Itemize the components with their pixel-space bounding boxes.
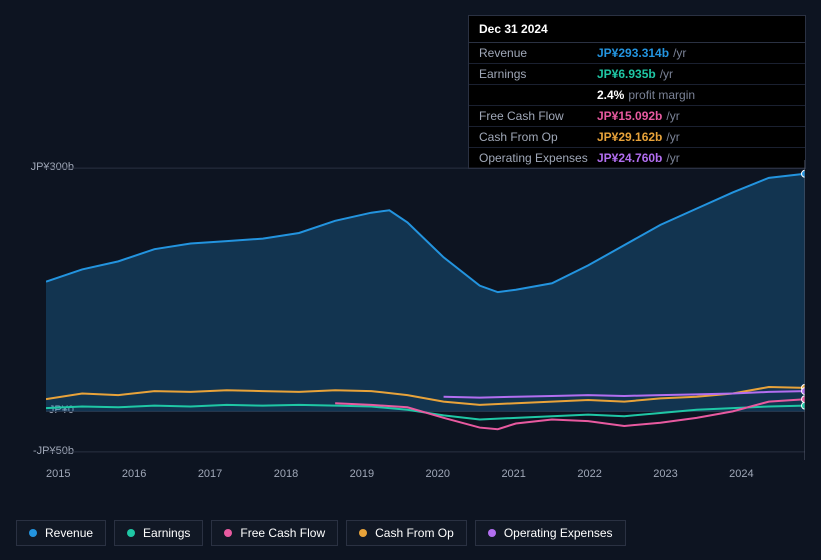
x-axis-label: 2017 [198, 468, 274, 480]
legend-dot-icon [29, 529, 37, 537]
tooltip-metric-value: JP¥293.314b [597, 46, 669, 60]
tooltip-metric-value: 2.4% [597, 88, 624, 102]
tooltip-row: Cash From OpJP¥29.162b/yr [469, 127, 805, 148]
x-axis-label: 2022 [577, 468, 653, 480]
x-axis-label: 2015 [46, 468, 122, 480]
tooltip-metric-label: Cash From Op [479, 130, 597, 144]
tooltip-metric-value: JP¥29.162b [597, 130, 662, 144]
tooltip-metric-label: Earnings [479, 67, 597, 81]
x-axis-label: 2024 [729, 468, 805, 480]
chart-area: JP¥300bJP¥0-JP¥50b 201520162017201820192… [16, 160, 805, 480]
legend-dot-icon [127, 529, 135, 537]
legend-item-free-cash-flow[interactable]: Free Cash Flow [211, 520, 338, 546]
tooltip-row: EarningsJP¥6.935b/yr [469, 64, 805, 85]
legend-label: Revenue [45, 526, 93, 540]
tooltip-metric-suffix: /yr [673, 46, 686, 60]
tooltip-date: Dec 31 2024 [469, 16, 805, 43]
legend-item-earnings[interactable]: Earnings [114, 520, 203, 546]
legend-label: Cash From Op [375, 526, 454, 540]
tooltip-metric-value: JP¥6.935b [597, 67, 656, 81]
tooltip-metric-suffix: /yr [666, 130, 679, 144]
tooltip-metric-label: Revenue [479, 46, 597, 60]
tooltip-metric-value: JP¥15.092b [597, 109, 662, 123]
x-axis-label: 2023 [653, 468, 729, 480]
legend-item-revenue[interactable]: Revenue [16, 520, 106, 546]
legend-item-operating-expenses[interactable]: Operating Expenses [475, 520, 626, 546]
tooltip-panel: Dec 31 2024 RevenueJP¥293.314b/yrEarning… [468, 15, 806, 169]
x-axis-label: 2020 [426, 468, 502, 480]
legend-dot-icon [224, 529, 232, 537]
chart-svg[interactable] [46, 160, 805, 460]
tooltip-metric-suffix: /yr [666, 109, 679, 123]
legend: Revenue Earnings Free Cash Flow Cash From O… [16, 520, 626, 546]
tooltip-metric-suffix: profit margin [628, 88, 695, 102]
legend-label: Operating Expenses [504, 526, 613, 540]
x-axis-label: 2021 [501, 468, 577, 480]
tooltip-row: RevenueJP¥293.314b/yr [469, 43, 805, 64]
legend-label: Earnings [143, 526, 190, 540]
legend-label: Free Cash Flow [240, 526, 325, 540]
legend-dot-icon [488, 529, 496, 537]
tooltip-metric-label: Free Cash Flow [479, 109, 597, 123]
tooltip-row: Free Cash FlowJP¥15.092b/yr [469, 106, 805, 127]
x-axis-label: 2018 [274, 468, 350, 480]
tooltip-metric-suffix: /yr [660, 67, 673, 81]
tooltip-row: 2.4% profit margin [469, 85, 805, 106]
x-axis-label: 2016 [122, 468, 198, 480]
x-axis-label: 2019 [350, 468, 426, 480]
legend-item-cash-from-op[interactable]: Cash From Op [346, 520, 467, 546]
legend-dot-icon [359, 529, 367, 537]
x-axis: 2015201620172018201920202021202220232024 [46, 468, 805, 480]
